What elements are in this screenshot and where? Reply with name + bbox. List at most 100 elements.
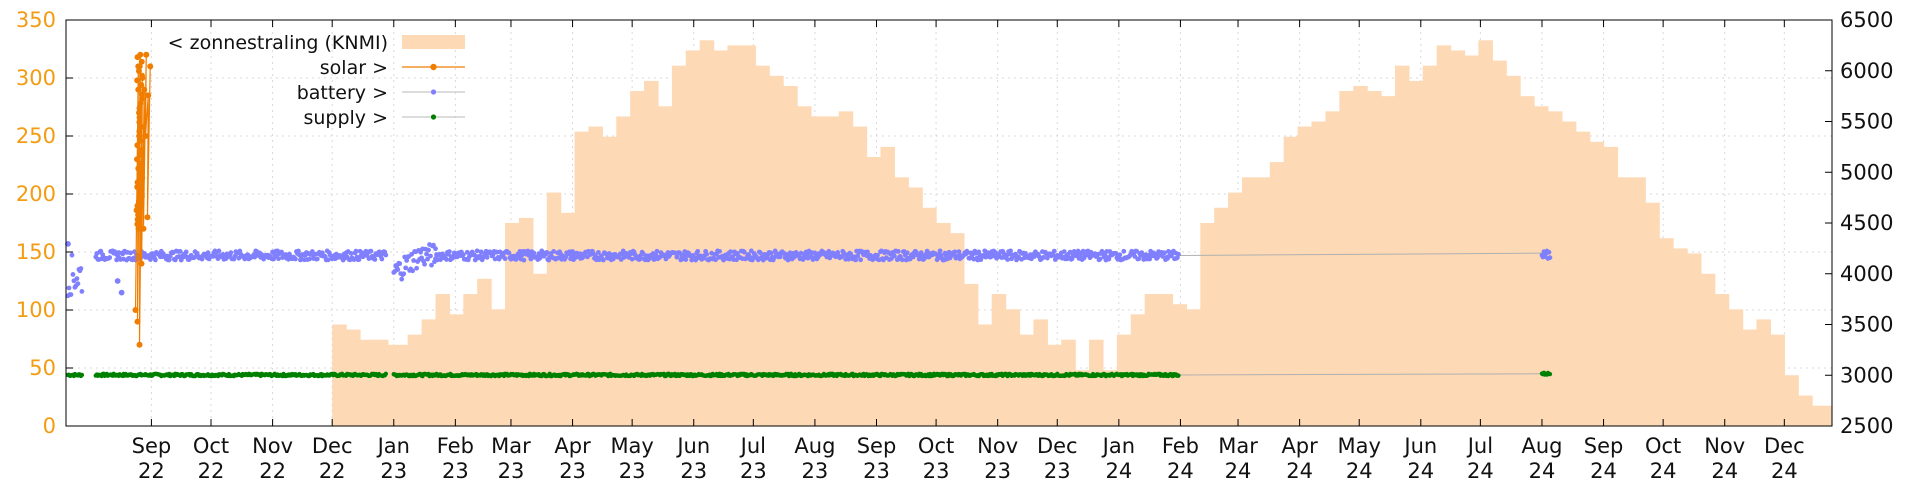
- zonnestraling-bar: [574, 131, 590, 426]
- battery-point: [205, 250, 211, 256]
- x-tick-label-year: 24: [1590, 459, 1617, 480]
- battery-point: [403, 265, 409, 271]
- battery-point: [426, 247, 431, 253]
- battery-point: [595, 250, 601, 255]
- battery-point: [952, 249, 958, 255]
- zonnestraling-bar: [1214, 207, 1229, 426]
- x-tick-label-month: May: [1338, 434, 1381, 458]
- x-tick-label-month: Jun: [1402, 434, 1437, 458]
- battery-point: [600, 257, 606, 263]
- supply-series: [65, 370, 1553, 379]
- battery-point: [399, 276, 405, 282]
- zonnestraling-bar: [699, 40, 715, 427]
- zonnestraling-bar: [963, 283, 979, 426]
- solar-point: [135, 225, 142, 232]
- battery-point: [531, 250, 537, 256]
- right-tick-label: 4500: [1840, 211, 1893, 235]
- x-tick-label-year: 24: [1771, 459, 1798, 480]
- x-tick-label-year: 23: [740, 459, 767, 480]
- battery-series: [65, 240, 1553, 299]
- zonnestraling-bar: [1547, 111, 1563, 426]
- battery-point: [68, 292, 74, 297]
- solar-point: [136, 105, 143, 112]
- zonnestraling-bar: [922, 207, 937, 426]
- battery-point: [411, 258, 417, 263]
- x-tick-label-month: Jul: [739, 434, 766, 458]
- battery-point: [544, 249, 550, 255]
- battery-point: [414, 265, 420, 271]
- legend-label: battery >: [297, 82, 388, 104]
- zonnestraling-bar: [588, 126, 603, 426]
- zonnestraling-bar: [1242, 177, 1257, 426]
- supply-point: [79, 372, 85, 378]
- battery-point: [835, 250, 841, 255]
- supply-gap-line: [1178, 373, 1542, 376]
- right-tick-label: 5000: [1840, 160, 1893, 184]
- battery-point: [768, 250, 774, 256]
- x-tick-label-year: 24: [1225, 459, 1252, 480]
- solar-point: [134, 54, 141, 61]
- solar-point: [134, 142, 141, 149]
- battery-point: [506, 250, 512, 256]
- zonnestraling-bar: [1603, 146, 1619, 426]
- zonnestraling-bar: [1770, 334, 1785, 426]
- x-tick-label-year: 24: [1286, 459, 1313, 480]
- battery-point: [937, 248, 943, 254]
- battery-point: [353, 248, 359, 254]
- zonnestraling-bar: [1686, 253, 1702, 426]
- battery-point: [904, 250, 910, 256]
- x-tick-label-year: 23: [442, 459, 469, 480]
- battery-point: [983, 254, 989, 260]
- solar-point: [136, 63, 143, 70]
- battery-point: [293, 256, 298, 262]
- battery-point: [1166, 248, 1171, 254]
- x-tick-label-year: 22: [319, 459, 346, 480]
- legend-swatch-zonnestraling: [402, 35, 465, 49]
- x-tick-label-month: Feb: [437, 434, 474, 458]
- zonnestraling-bar: [1061, 339, 1076, 426]
- battery-point: [875, 252, 880, 258]
- x-tick-label-month: Jun: [675, 434, 710, 458]
- zonnestraling-bar: [1047, 344, 1062, 426]
- battery-point: [704, 251, 710, 257]
- solar-point: [138, 260, 145, 267]
- battery-point: [166, 257, 172, 263]
- battery-point: [78, 266, 84, 271]
- axis-tick-marks: [66, 19, 1832, 427]
- battery-point: [654, 248, 660, 254]
- battery-point: [74, 276, 80, 282]
- solar-point: [134, 216, 141, 223]
- battery-point: [474, 248, 480, 254]
- battery-point: [1547, 255, 1553, 261]
- supply-point: [1176, 373, 1181, 378]
- battery-outlier-point: [114, 278, 121, 284]
- solar-point: [137, 151, 144, 158]
- zonnestraling-bar: [1631, 177, 1646, 426]
- solar-point: [139, 174, 146, 181]
- battery-point: [910, 254, 916, 260]
- zonnestraling-bar: [908, 187, 923, 426]
- battery-point: [1097, 256, 1103, 262]
- battery-point: [1117, 252, 1123, 258]
- battery-point: [460, 252, 466, 258]
- battery-outlier-point: [118, 289, 125, 296]
- zonnestraling-bar: [880, 146, 895, 426]
- solar-point: [135, 68, 142, 75]
- battery-point: [128, 250, 133, 256]
- x-tick-label-month: Jul: [1466, 434, 1493, 458]
- battery-point: [680, 252, 686, 258]
- battery-point: [757, 250, 763, 256]
- zonnestraling-bar: [616, 116, 631, 427]
- battery-point: [148, 257, 153, 262]
- x-tick-label-year: 23: [619, 459, 646, 480]
- solar-point: [132, 307, 139, 313]
- battery-point: [1136, 256, 1142, 262]
- left-tick-label: 150: [16, 240, 56, 264]
- x-tick-label-year: 22: [198, 459, 225, 480]
- battery-point: [279, 249, 284, 255]
- zonnestraling-bar: [1812, 405, 1833, 426]
- zonnestraling-bar: [1367, 91, 1382, 427]
- zonnestraling-bar: [546, 192, 562, 426]
- zonnestraling-bar: [463, 294, 478, 426]
